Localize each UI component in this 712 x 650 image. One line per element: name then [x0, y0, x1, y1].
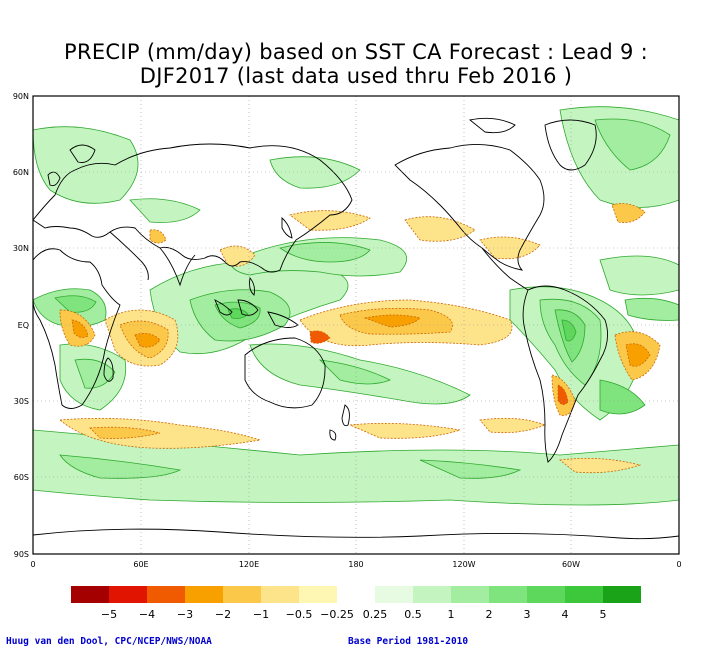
- legend-swatch: [337, 586, 375, 603]
- legend-label: 1: [448, 608, 455, 621]
- lat-label: 90S: [14, 550, 29, 559]
- lat-label: 30N: [13, 244, 29, 253]
- map-frame: [32, 95, 680, 555]
- legend-label: −2: [215, 608, 231, 621]
- legend-swatch: [565, 586, 603, 603]
- legend-label: −5: [101, 608, 117, 621]
- lat-label: 60S: [14, 473, 29, 482]
- latitude-labels: 90N 60N 30N EQ 30S 60S 90S: [13, 92, 29, 559]
- legend-label: −0.25: [320, 608, 354, 621]
- legend-label: −0.5: [286, 608, 313, 621]
- lat-label: 30S: [14, 397, 29, 406]
- lon-label: 120W: [452, 560, 475, 569]
- legend-swatch: [527, 586, 565, 603]
- map-title-line-2: DJF2017 (last data used thru Feb 2016 ): [139, 64, 573, 88]
- legend-label: −3: [177, 608, 193, 621]
- legend-swatch: [451, 586, 489, 603]
- legend-label: 3: [524, 608, 531, 621]
- legend-label: 5: [600, 608, 607, 621]
- legend-swatch: [223, 586, 261, 603]
- legend-label: 4: [562, 608, 569, 621]
- legend-swatch: [109, 586, 147, 603]
- legend-label: −1: [253, 608, 269, 621]
- base-period-note: Base Period 1981-2010: [348, 636, 469, 647]
- legend-label: −4: [139, 608, 155, 621]
- legend-swatch: [147, 586, 185, 603]
- lon-label: 0: [30, 560, 35, 569]
- lon-label: 60E: [133, 560, 148, 569]
- legend-swatch: [185, 586, 223, 603]
- legend-label: 0.25: [363, 608, 388, 621]
- legend-swatch: [299, 586, 337, 603]
- longitude-labels: 0 60E 120E 180 120W 60W 0: [30, 560, 681, 569]
- lat-label: 90N: [13, 92, 29, 101]
- legend-swatch: [603, 586, 641, 603]
- legend-label: 0.5: [404, 608, 422, 621]
- author-credit: Huug van den Dool, CPC/NCEP/NWS/NOAA: [6, 636, 212, 647]
- color-legend: −5 −4 −3 −2 −1 −0.5 −0.25 0.25 0.5 1 2 3 4 5: [71, 586, 641, 621]
- legend-swatch: [375, 586, 413, 603]
- map-plot-area: [33, 96, 679, 554]
- map-title-line-1: PRECIP (mm/day) based on SST CA Forecast…: [64, 40, 648, 64]
- map-gridlines: [33, 96, 679, 554]
- lon-label: 180: [348, 560, 363, 569]
- lon-label: 60W: [562, 560, 580, 569]
- coastlines: [33, 117, 679, 540]
- lat-label: 60N: [13, 168, 29, 177]
- lon-label: 0: [676, 560, 681, 569]
- legend-swatch: [261, 586, 299, 603]
- legend-swatch: [489, 586, 527, 603]
- legend-label: 2: [486, 608, 493, 621]
- lat-label: EQ: [18, 321, 29, 330]
- wet-anomaly-regions: [33, 106, 679, 506]
- lon-label: 120E: [239, 560, 259, 569]
- legend-swatch: [71, 586, 109, 603]
- legend-swatch: [413, 586, 451, 603]
